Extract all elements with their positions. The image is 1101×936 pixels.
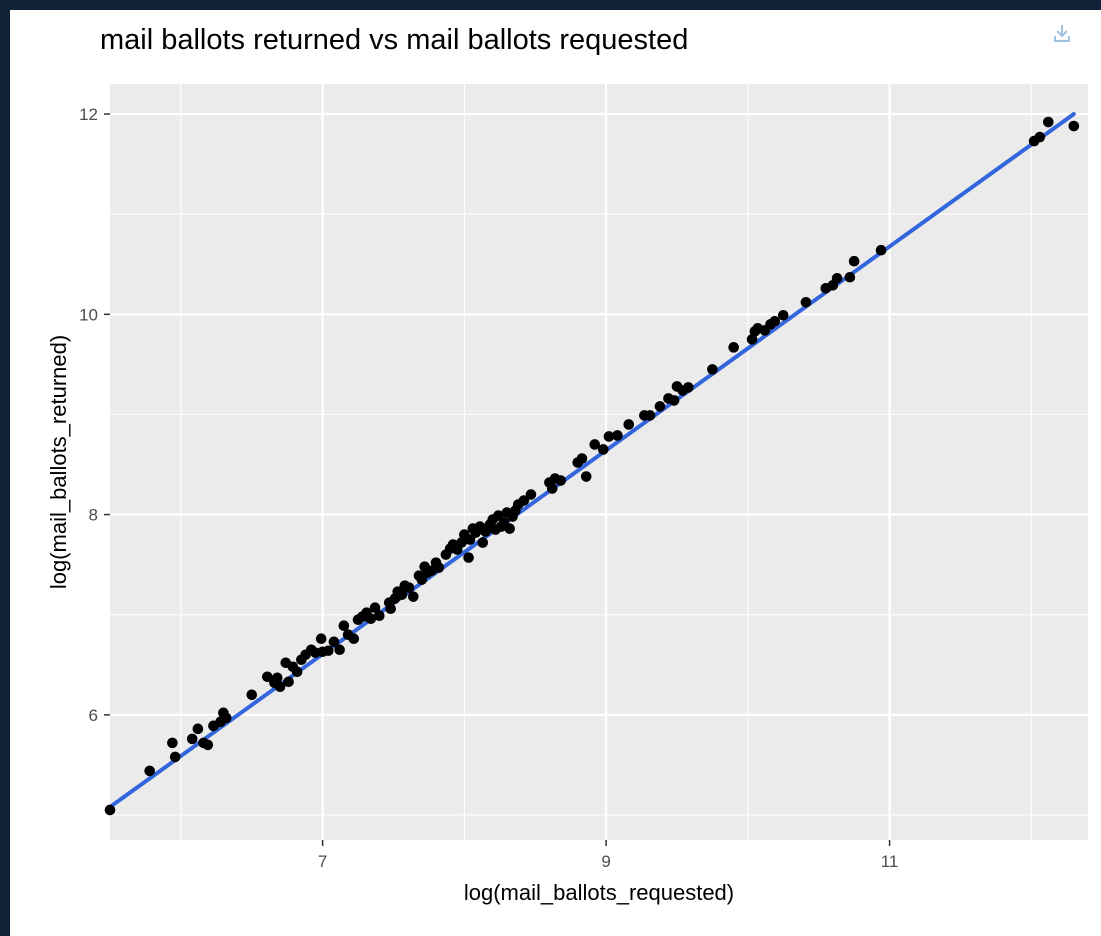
data-point	[104, 804, 116, 816]
data-point	[186, 733, 198, 745]
data-point	[597, 444, 609, 455]
data-point	[456, 537, 467, 548]
data-point	[369, 602, 381, 613]
data-point	[682, 382, 694, 393]
data-point	[167, 737, 178, 749]
data-point	[800, 296, 812, 308]
data-point	[283, 676, 294, 688]
data-point	[589, 439, 601, 450]
data-point	[328, 636, 340, 648]
x-axis-title: log(mail_ballots_requested)	[464, 880, 734, 905]
major-gridlines	[110, 84, 1088, 840]
data-point	[493, 510, 504, 521]
fit-line-group	[108, 112, 1076, 809]
data-point	[644, 410, 656, 421]
data-point	[220, 712, 232, 724]
data-point	[777, 310, 789, 321]
data-point	[580, 471, 592, 482]
data-point	[385, 603, 396, 614]
data-point	[348, 633, 360, 645]
data-point	[144, 765, 155, 777]
data-point	[1043, 116, 1054, 128]
data-point	[668, 395, 680, 406]
data-point	[365, 613, 377, 625]
x-tick-label: 7	[318, 852, 327, 871]
data-point	[612, 430, 623, 441]
data-point	[477, 537, 489, 548]
data-point	[433, 562, 445, 573]
data-point	[875, 244, 887, 256]
data-point	[374, 610, 385, 622]
data-points	[104, 116, 1080, 816]
data-point	[518, 495, 530, 506]
data-point	[555, 475, 567, 486]
data-point	[338, 620, 350, 632]
data-point	[654, 401, 666, 412]
data-point	[728, 342, 739, 353]
y-axis-title: log(mail_ballots_returned)	[46, 335, 71, 589]
data-point	[403, 582, 415, 593]
data-point	[464, 534, 476, 545]
data-point	[546, 483, 558, 494]
download-icon[interactable]	[1052, 22, 1072, 44]
data-point	[769, 316, 781, 327]
data-point	[315, 633, 327, 645]
data-point	[576, 453, 588, 464]
data-point	[271, 672, 283, 684]
data-point	[623, 419, 635, 430]
data-point	[322, 645, 334, 657]
fit-line	[108, 112, 1076, 809]
data-point	[831, 272, 843, 284]
data-point	[1068, 120, 1080, 132]
y-tick-label: 10	[79, 305, 98, 324]
data-point	[262, 671, 273, 683]
data-point	[848, 255, 860, 267]
data-point	[746, 334, 758, 345]
data-point	[1034, 131, 1046, 143]
data-point	[246, 689, 258, 701]
data-point	[202, 739, 214, 751]
data-point	[707, 364, 718, 375]
x-tick-label: 9	[601, 852, 610, 871]
data-point	[844, 271, 856, 283]
data-point	[408, 591, 419, 602]
data-point	[396, 589, 408, 600]
y-tick-label: 12	[79, 105, 98, 124]
data-point	[525, 489, 537, 500]
data-point	[169, 751, 181, 763]
data-point	[463, 552, 474, 563]
y-tick-label: 6	[89, 706, 98, 725]
plot-panel-background	[110, 84, 1088, 840]
axes: 7 9 11 6 8 10 12	[79, 105, 898, 871]
chart-title: mail ballots returned vs mail ballots re…	[100, 24, 689, 56]
data-point	[504, 523, 516, 534]
data-point	[291, 666, 303, 678]
data-point	[416, 574, 428, 585]
x-tick-label: 11	[881, 852, 899, 871]
data-point	[334, 644, 345, 656]
data-point	[603, 431, 615, 442]
data-point	[192, 723, 204, 735]
y-tick-label: 8	[89, 506, 98, 525]
data-point	[274, 681, 286, 693]
